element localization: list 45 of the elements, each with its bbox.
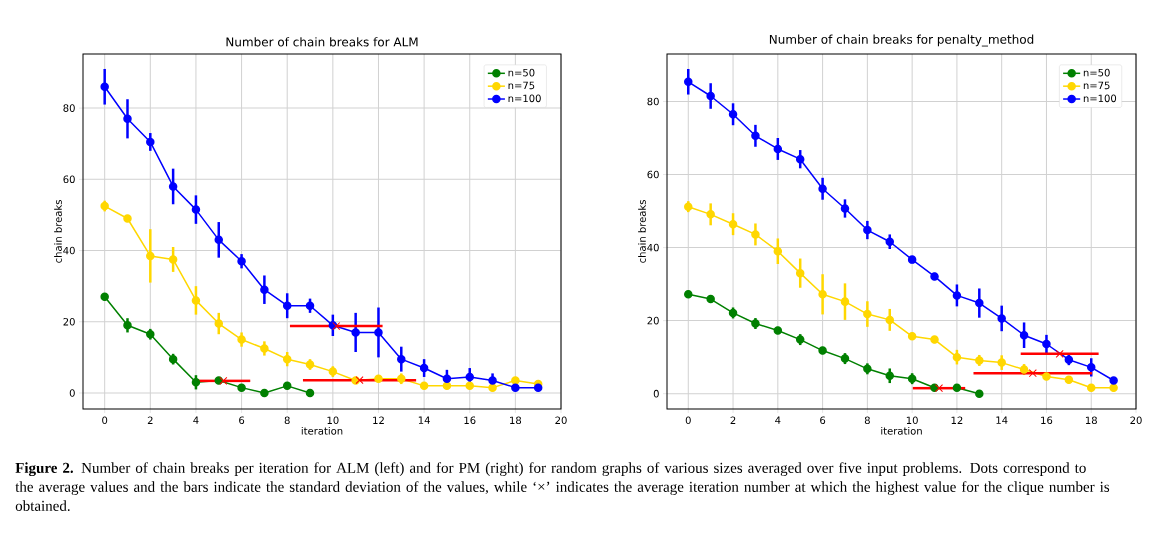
legend-label: n=100	[1083, 94, 1117, 103]
x-tick-label: 18	[510, 416, 522, 425]
x-tick-label: 2	[147, 416, 153, 424]
x-tick-label: 0	[102, 416, 108, 425]
x-tick-label: 18	[1085, 416, 1097, 425]
y-axis-title: chain breaks	[638, 200, 646, 263]
y-tick-label: 80	[63, 104, 75, 112]
x-tick-label: 16	[464, 416, 476, 425]
chart-title: Number of chain breaks for penalty_method	[769, 34, 1034, 47]
x-tick-label: 12	[951, 416, 963, 424]
text: Figure 2. Number of chain breaks per iteration for ALM (left) and for PM (right) for random graphs of various sizes averaged over five input problems. Dots correspond to the average values and the bars indicate the standard deviation of the values, while ‘×’ indicates the average iteration number at which the highest value for the clique number is obtained.	[15, 462, 1110, 511]
legend-label: n=75	[1083, 81, 1110, 90]
chart-title: Number of chain breaks for ALM	[226, 37, 418, 47]
y-tick-label: 20	[63, 317, 75, 326]
x-tick-label: 0	[685, 416, 691, 425]
legend-label: n=50	[508, 68, 535, 77]
y-tick-label: 60	[63, 175, 75, 184]
y-tick-label: 0	[653, 389, 659, 398]
legend-label: n=100	[508, 94, 541, 103]
x-tick-label: 10	[906, 416, 918, 425]
x-tick-label: 16	[1041, 416, 1053, 425]
x-tick-label: 10	[327, 416, 339, 425]
x-axis-title: iteration	[881, 426, 922, 435]
y-tick-label: 0	[69, 389, 75, 397]
y-tick-label: 40	[63, 246, 75, 255]
x-tick-label: 20	[1130, 416, 1142, 425]
x-tick-label: 14	[996, 416, 1008, 424]
y-axis-title: chain breaks	[54, 200, 62, 263]
x-tick-label: 2	[730, 416, 736, 424]
x-tick-label: 14	[418, 416, 430, 424]
legend-label: n=75	[508, 81, 535, 90]
x-tick-label: 8	[284, 416, 290, 425]
x-tick-label: 8	[864, 416, 870, 425]
x-tick-label: 20	[555, 416, 567, 425]
x-axis-title: iteration	[301, 426, 343, 435]
y-tick-label: 20	[647, 316, 659, 325]
y-tick-label: 80	[647, 97, 659, 106]
y-tick-label: 40	[647, 243, 659, 252]
x-tick-label: 6	[820, 416, 826, 425]
x-tick-label: 4	[193, 416, 199, 424]
x-tick-label: 6	[239, 416, 245, 425]
y-tick-label: 60	[647, 170, 659, 179]
legend-label: n=50	[1083, 68, 1110, 77]
x-tick-label: 4	[775, 416, 781, 424]
x-tick-label: 12	[373, 416, 384, 424]
